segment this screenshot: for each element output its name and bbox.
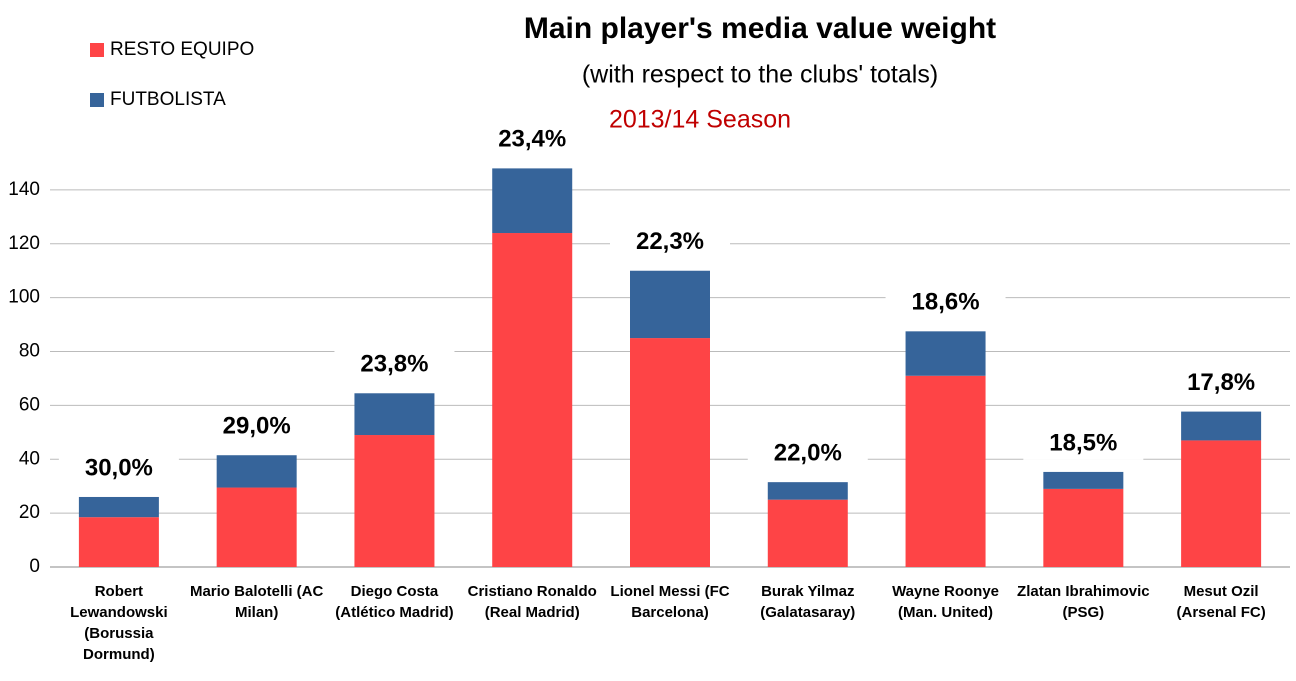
- x-tick-label: Diego Costa (Atlético Madrid): [335, 583, 454, 621]
- x-tick-label: Mesut Ozil (Arsenal FC): [1176, 583, 1266, 621]
- bar-segment: [1181, 440, 1262, 567]
- bar-segment: [1181, 411, 1262, 441]
- bar-segment: [905, 375, 986, 567]
- bar-label-bg: [885, 287, 1006, 320]
- bar-label-bg: [610, 226, 730, 259]
- legend-label: FUTBOLISTA: [110, 89, 226, 110]
- season-label: 2013/14 Season: [609, 106, 791, 134]
- bar-segment: [905, 331, 986, 376]
- bar-label: 30,0%: [85, 454, 153, 481]
- bar-segment: [354, 393, 435, 436]
- bar-segment: [492, 168, 573, 234]
- bar-label: 18,5%: [1049, 429, 1117, 456]
- bar-segment: [492, 233, 573, 567]
- legend-swatch: [90, 93, 104, 107]
- legend-swatch: [90, 43, 104, 57]
- bar-segment: [78, 517, 159, 567]
- y-tick-label: 100: [8, 287, 40, 308]
- bar-label-bg: [196, 411, 317, 444]
- chart-title: Main player's media value weight: [524, 12, 996, 45]
- y-tick-label: 80: [19, 341, 40, 362]
- y-tick-label: 40: [19, 448, 40, 469]
- bar-label: 23,4%: [498, 126, 566, 153]
- x-tick-label: Burak Yilmaz (Galatasaray): [760, 583, 856, 621]
- x-tick-label: Mario Balotelli (AC Milan): [189, 583, 324, 621]
- bar-label: 22,0%: [774, 440, 842, 467]
- bar-label-bg: [334, 349, 455, 382]
- bar-label-bg: [58, 452, 179, 485]
- bar-segment: [354, 435, 435, 567]
- bar-segment: [630, 270, 710, 339]
- x-tick-label: Cristiano Ronaldo (Real Madrid): [467, 583, 597, 621]
- bar-segment: [767, 499, 848, 567]
- bar-label-bg: [747, 438, 868, 471]
- bar-segment: [767, 482, 848, 500]
- y-tick-label: 20: [19, 502, 40, 523]
- bar-segment: [78, 496, 159, 518]
- bar-label: 17,8%: [1187, 369, 1255, 396]
- bar-segment: [1043, 471, 1124, 489]
- chart-subtitle: (with respect to the clubs' totals): [582, 61, 938, 89]
- bar-label-bg: [1161, 367, 1282, 400]
- bar-label-bg: [1023, 427, 1144, 460]
- x-tick-label: Wayne Roonye (Man. United): [892, 583, 1000, 621]
- bar-segment: [216, 455, 297, 488]
- y-tick-label: 0: [29, 556, 40, 577]
- bar-segment: [1043, 488, 1124, 567]
- bar-segment: [216, 487, 297, 567]
- legend-label: RESTO EQUIPO: [110, 39, 254, 60]
- x-tick-label: Robert Lewandowski (Borussia Dormund): [70, 583, 168, 663]
- y-tick-label: 140: [8, 179, 40, 200]
- y-tick-label: 60: [19, 394, 40, 415]
- y-tick-label: 120: [8, 233, 40, 254]
- bar-segment: [630, 338, 710, 567]
- bar-label: 22,3%: [636, 228, 704, 255]
- x-tick-label: Lionel Messi (FC Barcelona): [610, 583, 730, 621]
- x-tick-label: Zlatan Ibrahimovic (PSG): [1017, 583, 1150, 621]
- bar-label-bg: [472, 124, 593, 157]
- bar-label: 23,8%: [360, 351, 428, 378]
- bar-label: 29,0%: [223, 413, 291, 440]
- bar-label: 18,6%: [912, 289, 980, 316]
